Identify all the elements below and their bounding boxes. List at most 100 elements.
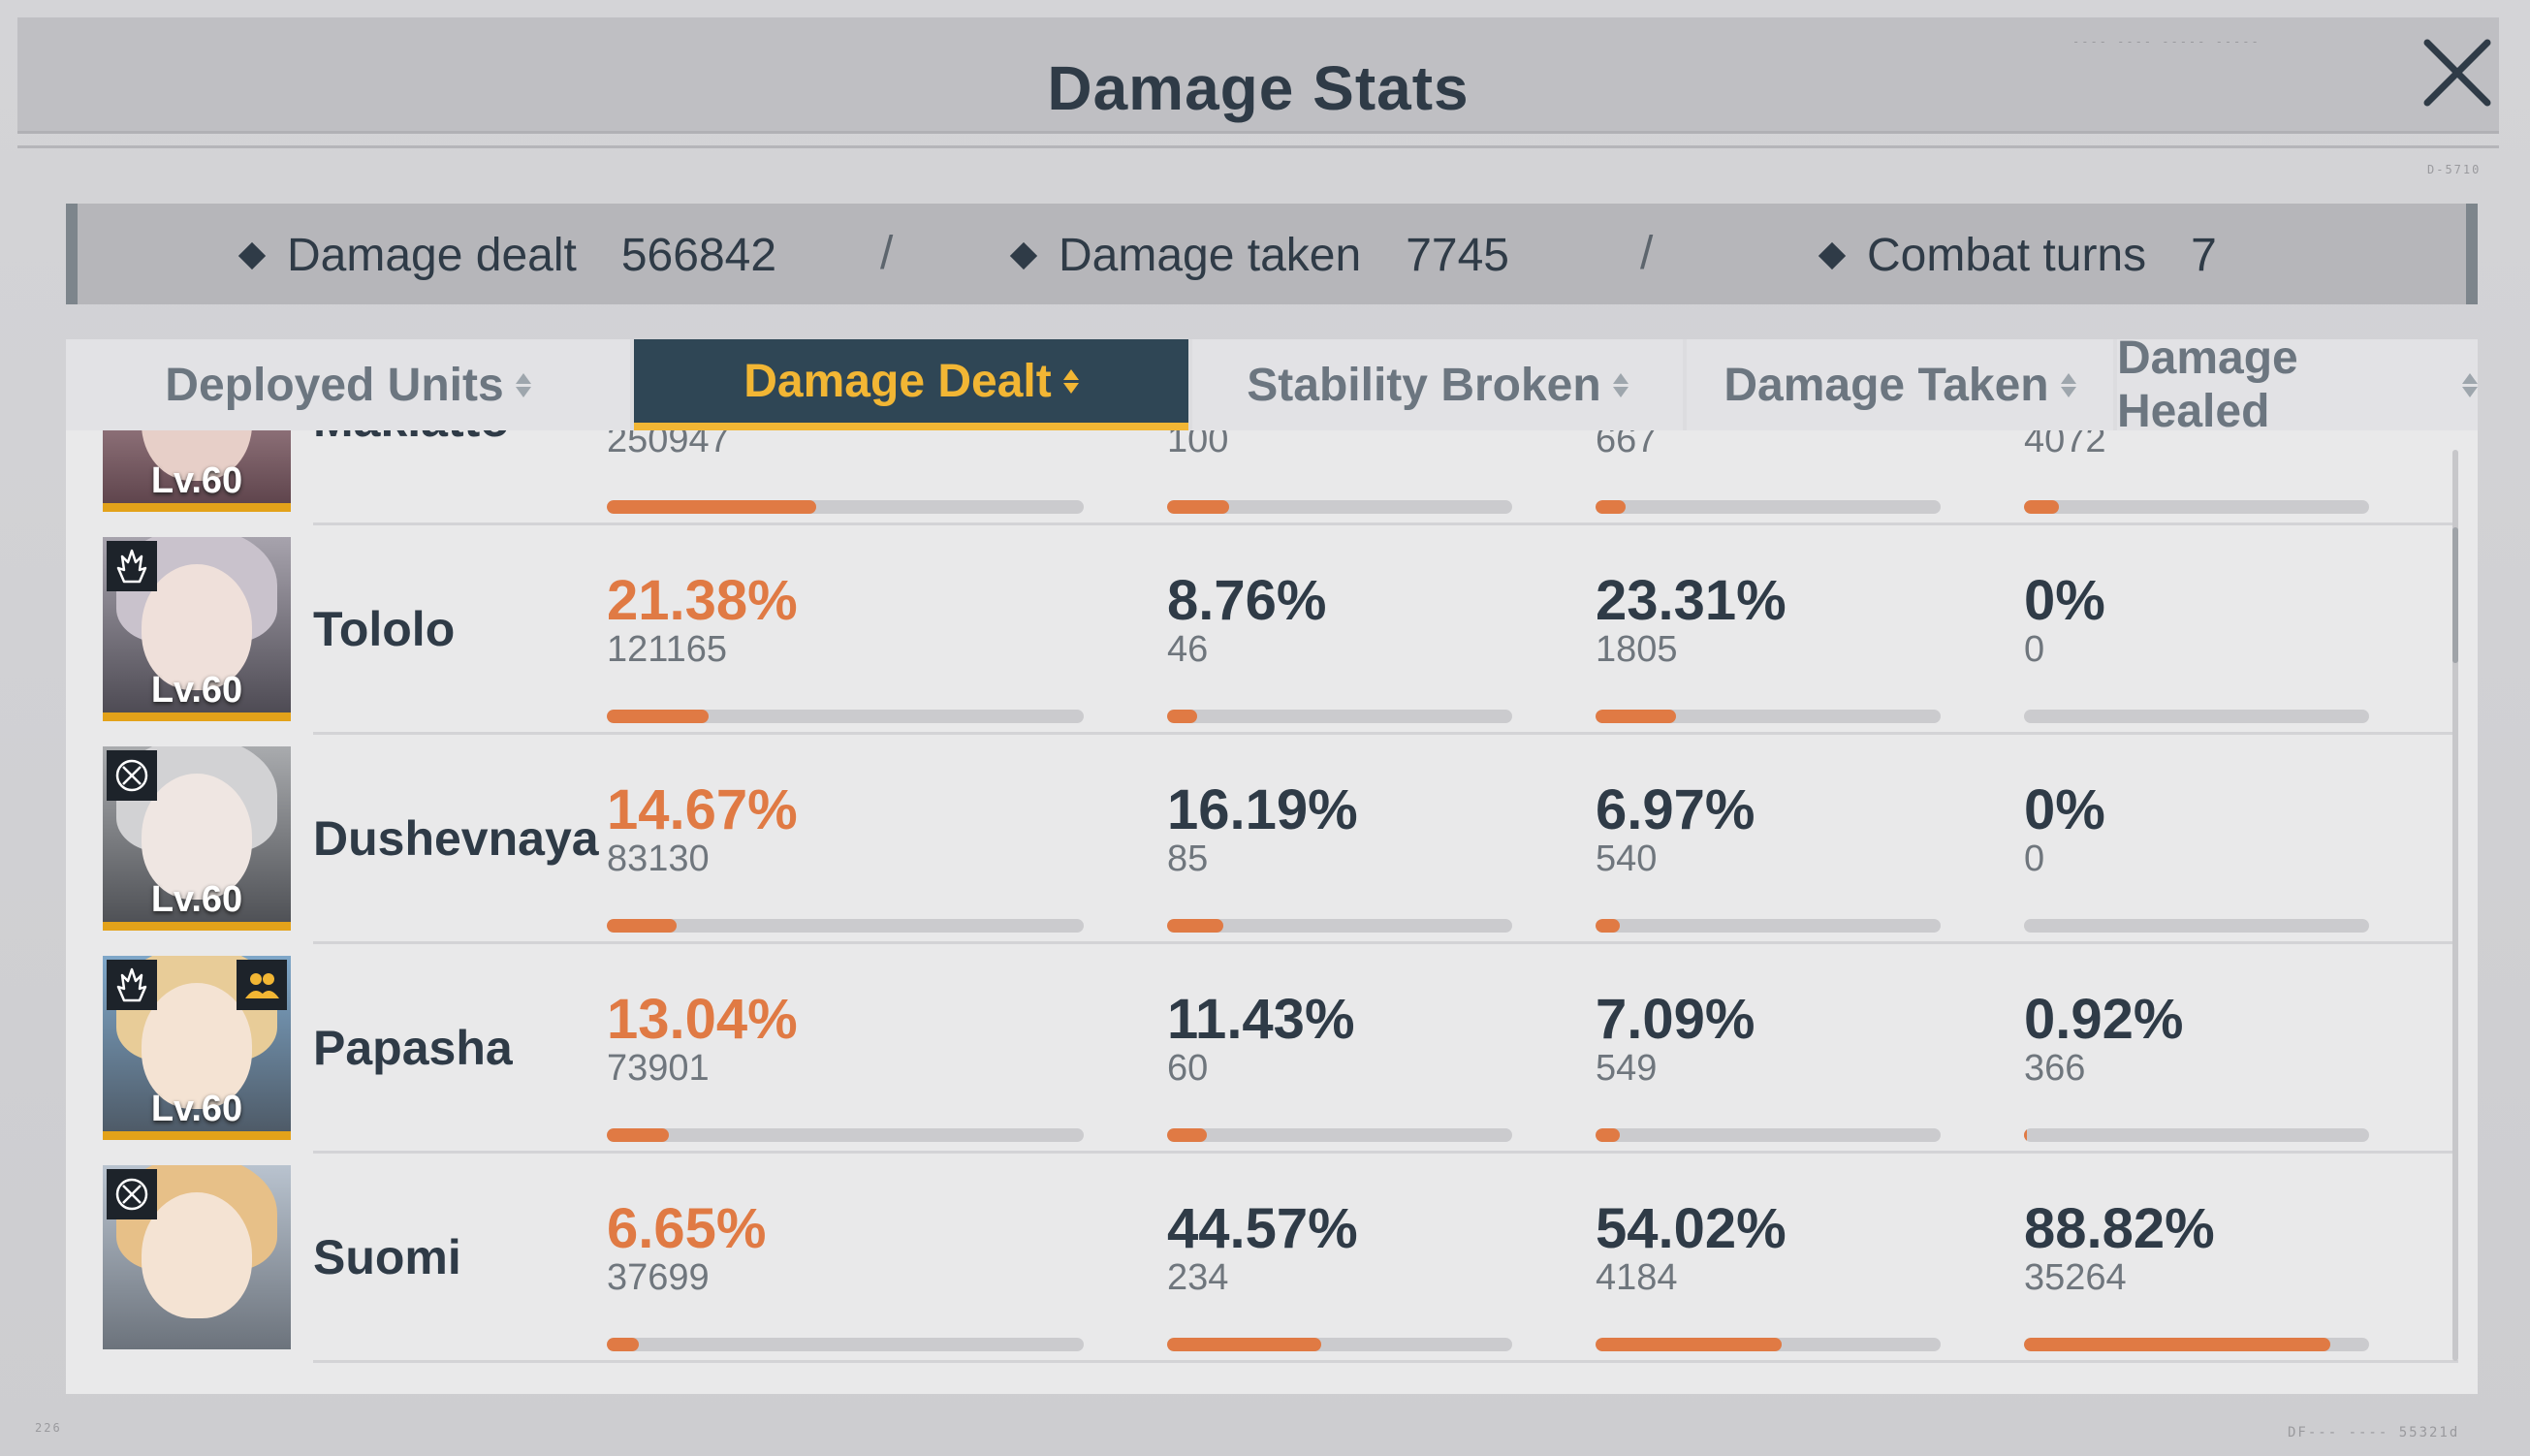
stat-progress-bar <box>1596 919 1941 933</box>
stat-value: 366 <box>2024 1048 2086 1089</box>
stat-progress-fill <box>1167 710 1198 723</box>
close-button[interactable] <box>2414 29 2501 116</box>
stat-progress-bar <box>1167 1338 1512 1351</box>
stat-progress-bar <box>1167 710 1512 723</box>
stat-cell-damage-healed: 0.92% 366 <box>2024 987 2183 1090</box>
stat-cell-stability-broken: 11.43% 60 <box>1167 987 1355 1090</box>
stat-progress-bar <box>2024 919 2369 933</box>
team-icon <box>237 960 287 1010</box>
stat-progress-bar <box>2024 710 2369 723</box>
table-row[interactable]: Lv.60 Dushevnaya 14.67% 83130 16.19% 85 6.97% 5… <box>66 735 2478 944</box>
column-header-damage-healed[interactable]: Damage Healed <box>2117 332 2478 437</box>
stat-progress-bar <box>1167 919 1512 933</box>
stat-percentage: 6.97% <box>1596 778 1755 841</box>
page-title: Damage Stats <box>1047 53 1470 123</box>
unit-portrait[interactable] <box>103 1165 291 1349</box>
table-row[interactable]: Lv.60 Papasha 13.04% 73901 11.43% 60 7.09% 549 0… <box>66 944 2478 1154</box>
flame-class-icon <box>107 960 157 1010</box>
stat-percentage: 7.09% <box>1596 988 1755 1051</box>
unit-portrait[interactable]: Lv.60 <box>103 956 291 1140</box>
stat-progress-fill <box>2024 1128 2028 1142</box>
unit-level: Lv.60 <box>150 670 243 711</box>
summary-label: Damage dealt <box>287 230 577 281</box>
scrollbar-thumb[interactable] <box>2452 527 2458 663</box>
stat-cell-stability-broken: 8.76% 46 <box>1167 568 1326 671</box>
column-header-stability-broken[interactable]: Stability Broken <box>1192 339 1683 430</box>
stat-progress-bar <box>607 1128 1084 1142</box>
sort-icon <box>2462 372 2478 397</box>
stat-percentage: 54.02% <box>1596 1197 1787 1260</box>
stat-progress-fill <box>1167 500 1230 514</box>
stat-value: 0 <box>2024 629 2045 670</box>
summary-value: 7 <box>2191 230 2217 281</box>
unit-level: Lv.60 <box>150 460 243 501</box>
stat-progress-fill <box>607 500 817 514</box>
column-header-damage-taken[interactable]: Damage Taken <box>1687 339 2113 430</box>
stat-value: 121165 <box>607 629 727 670</box>
stat-cell-damage-dealt: 44.26%250947 <box>607 430 798 461</box>
stat-progress-bar <box>1167 1128 1512 1142</box>
stat-percentage: 0% <box>2024 778 2105 841</box>
portrait-accent-bar <box>103 922 291 931</box>
row-divider <box>313 941 2458 944</box>
stat-progress-fill <box>1596 1338 1783 1351</box>
portrait-face <box>142 1192 252 1318</box>
portrait-accent-bar <box>103 712 291 721</box>
column-header-deployed-units[interactable]: Deployed Units <box>66 339 630 430</box>
scrollbar[interactable] <box>2452 450 2458 1361</box>
stat-progress-fill <box>607 710 710 723</box>
summary-separator: / <box>880 228 894 279</box>
unit-portrait[interactable]: Lv.60 <box>103 430 291 512</box>
unit-portrait[interactable]: Lv.60 <box>103 537 291 721</box>
column-header-label: Stability Broken <box>1247 359 1601 411</box>
table-row[interactable]: Suomi 6.65% 37699 44.57% 234 54.02% 4184 88.82%… <box>66 1154 2478 1363</box>
portrait-face <box>142 774 252 900</box>
summary-value: 566842 <box>620 230 777 281</box>
unit-name: Papasha <box>313 1021 513 1075</box>
stat-value: 37699 <box>607 1257 710 1298</box>
stat-value: 540 <box>1596 839 1658 879</box>
stat-value: 46 <box>1167 629 1209 670</box>
table-row[interactable]: Lv.60 Makiatto 44.26%250947 17.86%100 8.61%6… <box>66 430 2478 525</box>
stat-cell-damage-healed: 0% 0 <box>2024 568 2105 671</box>
close-icon <box>2423 39 2491 107</box>
unit-portrait[interactable]: Lv.60 <box>103 746 291 931</box>
stat-percentage: 44.57% <box>1167 1197 1358 1260</box>
unit-level: Lv.60 <box>150 879 243 920</box>
stat-progress-fill <box>1596 500 1626 514</box>
portrait-face <box>142 983 252 1109</box>
stat-progress-fill <box>1596 919 1620 933</box>
stat-percentage: 0.92% <box>2024 988 2184 1051</box>
stat-value: 35264 <box>2024 1257 2127 1298</box>
stat-cell-stability-broken: 44.57% 234 <box>1167 1196 1358 1299</box>
portrait-accent-bar <box>103 503 291 512</box>
stats-table: Deployed Units Damage Dealt Stability Br… <box>66 332 2478 1394</box>
stat-cell-damage-healed: 10.26%4072 <box>2024 430 2215 461</box>
stat-progress-fill <box>1167 1128 1207 1142</box>
stat-value: 1805 <box>1596 629 1678 670</box>
stat-progress-bar <box>607 919 1084 933</box>
stat-percentage: 11.43% <box>1167 988 1355 1051</box>
column-header-label: Damage Healed <box>2117 332 2298 437</box>
summary-damage-dealt: Damage dealt 566842 <box>237 229 777 282</box>
stat-percentage: 23.31% <box>1596 569 1787 632</box>
diamond-icon <box>237 241 267 269</box>
table-body[interactable]: Lv.60 Makiatto 44.26%250947 17.86%100 8.61%6… <box>66 430 2478 1394</box>
stat-cell-damage-taken: 54.02% 4184 <box>1596 1196 1787 1299</box>
summary-separator: / <box>1640 228 1654 279</box>
stat-cell-damage-taken: 6.97% 540 <box>1596 777 1755 880</box>
stat-value: 83130 <box>607 839 710 879</box>
stat-cell-damage-dealt: 14.67% 83130 <box>607 777 798 880</box>
summary-value: 7745 <box>1406 230 1509 281</box>
stat-value: 667 <box>1596 430 1658 460</box>
stat-cell-damage-taken: 23.31% 1805 <box>1596 568 1787 671</box>
column-header-damage-dealt[interactable]: Damage Dealt <box>634 339 1188 430</box>
diamond-icon <box>1009 241 1038 269</box>
title-bar: Damage Stats ---- ---- ----- ----- <box>17 17 2499 134</box>
summary-combat-turns: Combat turns 7 <box>1818 229 2217 282</box>
crosshair-class-icon <box>107 750 157 801</box>
table-row[interactable]: Lv.60 Tololo 21.38% 121165 8.76% 46 23.31% 1805… <box>66 525 2478 735</box>
summary-label: Combat turns <box>1867 230 2147 281</box>
stat-progress-bar <box>1596 1338 1941 1351</box>
